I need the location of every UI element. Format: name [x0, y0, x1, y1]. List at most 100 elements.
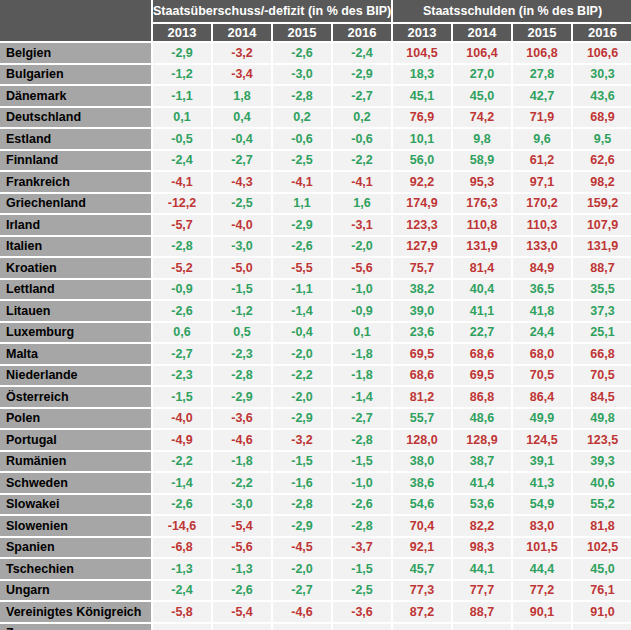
debt-value-cell: 10,1 [392, 128, 452, 150]
country-cell: Litauen [0, 300, 152, 322]
debt-value-cell: 110,8 [452, 214, 512, 236]
deficit-value-cell: -2,8 [332, 429, 392, 451]
debt-value-cell: 90,1 [512, 601, 572, 623]
deficit-value-cell [152, 623, 212, 630]
table-body: Belgien-2,9-3,2-2,6-2,4104,5106,4106,810… [0, 42, 631, 630]
deficit-value-cell: -2,9 [272, 408, 332, 430]
debt-value-cell: 76,1 [572, 580, 631, 602]
country-cell: Rumänien [0, 451, 152, 473]
deficit-value-cell: 1,1 [272, 193, 332, 215]
deficit-value-cell: -1,8 [332, 343, 392, 365]
debt-value-cell: 69,5 [452, 365, 512, 387]
deficit-value-cell: -1,4 [272, 300, 332, 322]
table-row: Zypern [0, 623, 631, 630]
deficit-value-cell: -2,7 [212, 150, 272, 172]
debt-value-cell: 128,0 [392, 429, 452, 451]
deficit-value-cell: -2,6 [272, 42, 332, 64]
deficit-value-cell: -4,1 [272, 171, 332, 193]
deficit-value-cell: -2,2 [212, 472, 272, 494]
debt-value-cell: 68,9 [572, 107, 631, 129]
debt-value-cell: 45,0 [452, 85, 512, 107]
debt-value-cell: 45,7 [392, 558, 452, 580]
debt-value-cell: 75,7 [392, 257, 452, 279]
debt-value-cell: 54,6 [392, 494, 452, 516]
debt-value-cell: 36,5 [512, 279, 572, 301]
year-header-debt-2013: 2013 [392, 23, 452, 42]
deficit-value-cell: -4,3 [212, 171, 272, 193]
debt-value-cell: 56,0 [392, 150, 452, 172]
table-row: Kroatien-5,2-5,0-5,5-5,675,781,484,988,7 [0, 257, 631, 279]
debt-value-cell: 44,1 [452, 558, 512, 580]
deficit-value-cell: -5,6 [332, 257, 392, 279]
debt-value-cell: 77,3 [392, 580, 452, 602]
deficit-value-cell: -5,5 [272, 257, 332, 279]
deficit-value-cell: 0,5 [212, 322, 272, 344]
debt-value-cell: 98,2 [572, 171, 631, 193]
debt-value-cell: 77,7 [452, 580, 512, 602]
deficit-value-cell: -5,4 [212, 515, 272, 537]
deficit-value-cell: -3,2 [272, 429, 332, 451]
deficit-value-cell: -4,9 [152, 429, 212, 451]
deficit-value-cell: 0,1 [152, 107, 212, 129]
debt-value-cell: 133,0 [512, 236, 572, 258]
table-row: Griechenland-12,2-2,51,11,6174,9176,3170… [0, 193, 631, 215]
debt-value-cell: 68,6 [392, 365, 452, 387]
deficit-value-cell: -1,8 [332, 365, 392, 387]
debt-value-cell: 124,5 [512, 429, 572, 451]
debt-value-cell: 40,6 [572, 472, 631, 494]
deficit-value-cell: -1,0 [332, 472, 392, 494]
deficit-value-cell: -4,6 [212, 429, 272, 451]
deficit-value-cell: -2,4 [152, 580, 212, 602]
deficit-value-cell: -2,4 [152, 150, 212, 172]
table-row: Malta-2,7-2,3-2,0-1,869,568,668,066,8 [0, 343, 631, 365]
debt-value-cell: 97,1 [512, 171, 572, 193]
debt-value-cell: 176,3 [452, 193, 512, 215]
deficit-value-cell: -1,2 [152, 64, 212, 86]
debt-value-cell: 53,6 [452, 494, 512, 516]
deficit-value-cell: -0,6 [332, 128, 392, 150]
deficit-value-cell: 0,2 [272, 107, 332, 129]
debt-value-cell: 88,7 [572, 257, 631, 279]
debt-value-cell: 88,7 [452, 601, 512, 623]
deficit-value-cell: -2,8 [332, 515, 392, 537]
debt-value-cell: 123,3 [392, 214, 452, 236]
debt-value-cell: 123,5 [572, 429, 631, 451]
country-cell: Portugal [0, 429, 152, 451]
debt-value-cell: 55,7 [392, 408, 452, 430]
country-cell: Belgien [0, 42, 152, 64]
deficit-value-cell: -2,6 [332, 494, 392, 516]
country-cell: Slowenien [0, 515, 152, 537]
deficit-value-cell: 0,1 [332, 322, 392, 344]
deficit-value-cell: -1,4 [152, 472, 212, 494]
debt-value-cell: 174,9 [392, 193, 452, 215]
debt-value-cell: 39,0 [392, 300, 452, 322]
deficit-value-cell: -2,7 [152, 343, 212, 365]
table-row: Finnland-2,4-2,7-2,5-2,256,058,961,262,6 [0, 150, 631, 172]
deficit-value-cell: -1,0 [332, 279, 392, 301]
deficit-value-cell: -1,5 [272, 451, 332, 473]
eu-public-finance-table: Staatsüberschuss/-defizit (in % des BIP)… [0, 0, 631, 630]
deficit-value-cell: -2,2 [152, 451, 212, 473]
debt-value-cell: 84,5 [572, 386, 631, 408]
deficit-value-cell: -5,8 [152, 601, 212, 623]
debt-value-cell: 44,4 [512, 558, 572, 580]
group-header-row: Staatsüberschuss/-defizit (in % des BIP)… [0, 0, 631, 23]
year-header-debt-2015: 2015 [512, 23, 572, 42]
debt-value-cell: 61,2 [512, 150, 572, 172]
country-cell: Deutschland [0, 107, 152, 129]
debt-value-cell: 106,8 [512, 42, 572, 64]
debt-value-cell: 38,7 [452, 451, 512, 473]
country-cell: Italien [0, 236, 152, 258]
debt-value-cell: 22,7 [452, 322, 512, 344]
table-row: Slowakei-2,6-3,0-2,8-2,654,653,654,955,2 [0, 494, 631, 516]
debt-value-cell: 83,0 [512, 515, 572, 537]
table-row: Italien-2,8-3,0-2,6-2,0127,9131,9133,013… [0, 236, 631, 258]
deficit-value-cell: -2,5 [272, 150, 332, 172]
debt-value-cell: 82,2 [452, 515, 512, 537]
debt-value-cell: 25,1 [572, 322, 631, 344]
deficit-value-cell: -1,1 [272, 279, 332, 301]
debt-value-cell: 39,1 [512, 451, 572, 473]
debt-value-cell: 128,9 [452, 429, 512, 451]
table-row: Estland-0,5-0,4-0,6-0,610,19,89,69,5 [0, 128, 631, 150]
country-cell: Lettland [0, 279, 152, 301]
